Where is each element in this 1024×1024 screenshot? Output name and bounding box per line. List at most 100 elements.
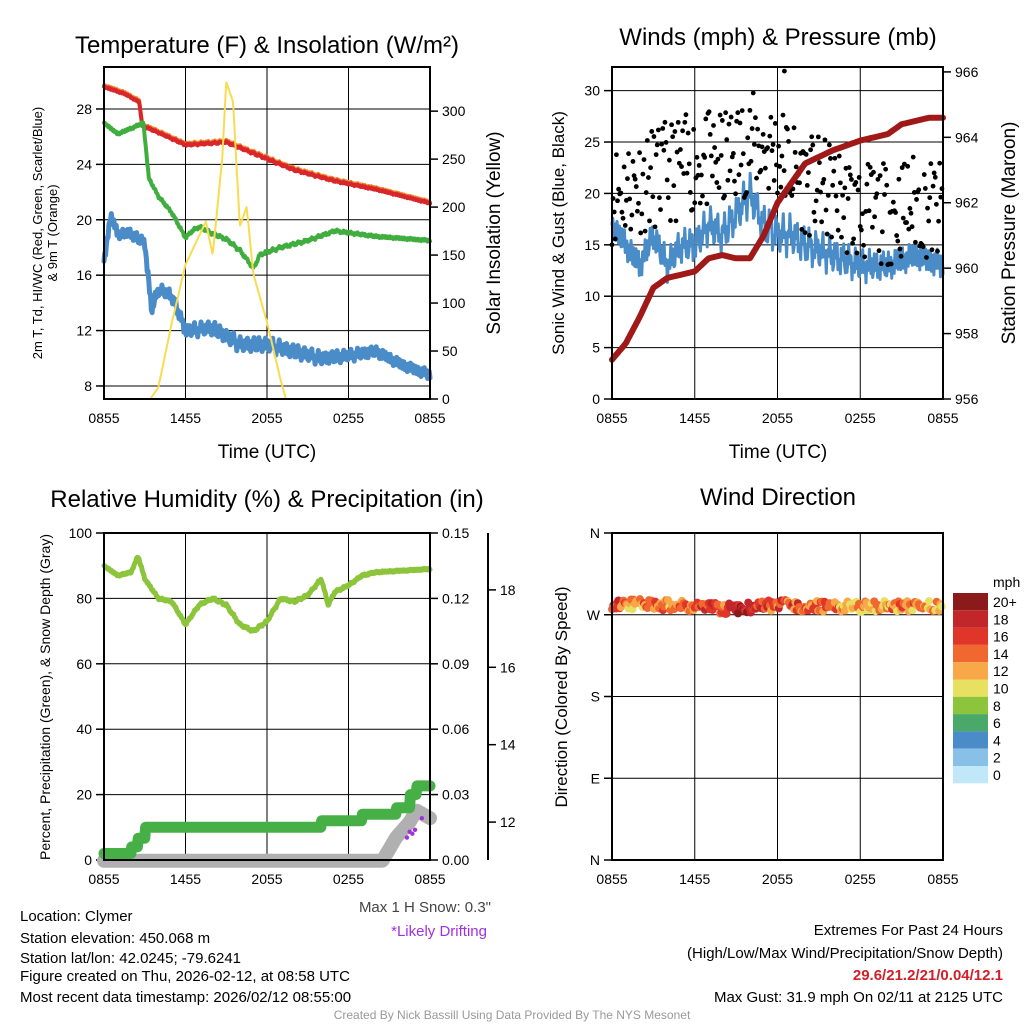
gust-point [842, 185, 848, 191]
gust-point [767, 133, 773, 139]
direction-point [643, 604, 652, 613]
gust-point [785, 126, 790, 132]
gust-point [661, 147, 667, 153]
gust-point [625, 176, 630, 182]
x-tick-label: 2055 [762, 871, 793, 887]
gust-point [714, 180, 720, 185]
colorbar-label: 2 [993, 750, 1001, 766]
gust-point [747, 107, 753, 113]
gust-point [619, 209, 625, 215]
gust-point [716, 185, 722, 191]
gust-point [792, 149, 798, 155]
max-gust-point [781, 68, 787, 74]
gust-point [920, 244, 926, 250]
gust-point [612, 236, 618, 242]
gust-point [841, 215, 847, 221]
gust-point [642, 228, 648, 234]
gust-point [638, 230, 644, 236]
y-tick-label: 966 [955, 64, 979, 80]
gust-point [649, 129, 655, 134]
colorbar-label: 10 [993, 681, 1009, 697]
gust-point [786, 138, 791, 144]
gust-point [697, 200, 703, 206]
y-tick-label: 16 [76, 267, 92, 283]
gust-point [866, 208, 872, 214]
gust-point [933, 201, 939, 207]
gust-point [620, 215, 626, 221]
gust-point [811, 209, 817, 215]
x-tick-label: 0855 [88, 410, 119, 426]
gust-point [799, 227, 805, 232]
gust-point [874, 191, 880, 197]
y-tick-label: 0.00 [442, 852, 469, 868]
gust-point [753, 115, 758, 121]
gust-point [664, 177, 670, 183]
gust-point [904, 220, 909, 225]
gust-point [684, 170, 690, 176]
gust-point [926, 218, 932, 224]
latlon-text: Station lat/lon: 42.0245; -79.6241 [20, 950, 241, 967]
drifting-point [419, 816, 425, 821]
y-tick-label: 0.06 [442, 721, 469, 737]
gust-point [654, 142, 660, 148]
gust-point [916, 187, 922, 193]
gust-point [655, 127, 661, 133]
gust-point [644, 138, 650, 143]
gust-point [932, 174, 938, 180]
y-tick-label: 956 [955, 391, 979, 407]
gust-point [627, 196, 633, 202]
snow-depth-tick-label: 12 [500, 814, 516, 830]
gust-point [735, 110, 741, 116]
gust-point [706, 109, 712, 115]
colorbar-title: mph [993, 574, 1020, 590]
gust-point [726, 121, 732, 127]
relative-humidity-line [101, 554, 433, 634]
x-tick-label: 0855 [88, 871, 119, 887]
drifting-note: *Likely Drifting [391, 923, 487, 940]
gust-point [776, 143, 782, 149]
gust-point [628, 226, 634, 232]
gust-point [710, 173, 715, 179]
gust-point [769, 148, 775, 154]
gust-point [802, 230, 808, 236]
gust-point [854, 250, 860, 256]
gust-point [663, 139, 669, 145]
x-tick-label: 0855 [596, 410, 627, 426]
gust-point [657, 195, 662, 201]
gust-point [665, 195, 671, 201]
colorbar-swatch [953, 748, 988, 766]
colorbar-swatch [953, 766, 988, 784]
plot-border [611, 66, 944, 400]
colorbar-swatch [953, 593, 988, 611]
gust-point [817, 160, 822, 166]
y-tick-label: N [590, 852, 600, 868]
gust-point [909, 224, 915, 230]
elevation-text: Station elevation: 450.068 m [20, 930, 210, 947]
gust-point [884, 182, 890, 188]
gust-point [938, 194, 944, 200]
x-tick-label: 1455 [679, 871, 710, 887]
gust-point [899, 165, 905, 171]
x-tick-label: 0855 [596, 871, 627, 887]
gust-point [732, 178, 737, 184]
gust-point [622, 223, 628, 228]
gust-point [793, 164, 799, 170]
gust-point [738, 162, 744, 168]
gust-point [833, 193, 839, 199]
y-tick-label: 960 [955, 260, 979, 276]
gust-point [686, 161, 692, 167]
gust-point [845, 196, 851, 201]
gust-point [733, 191, 738, 197]
gust-point [639, 211, 645, 217]
direction-panel-title: Wind Direction [700, 484, 856, 511]
gust-point [813, 198, 819, 204]
gust-point [724, 137, 730, 143]
gust-point [875, 176, 881, 182]
y-tick-label: 24 [76, 156, 92, 172]
max-snow-text: Max 1 H Snow: 0.3" [359, 899, 491, 916]
snow-depth-tick-label: 14 [500, 737, 516, 753]
gust-point [805, 170, 811, 175]
gust-point [768, 114, 774, 120]
gust-point [694, 154, 700, 160]
y-tick-label: 300 [442, 103, 466, 119]
